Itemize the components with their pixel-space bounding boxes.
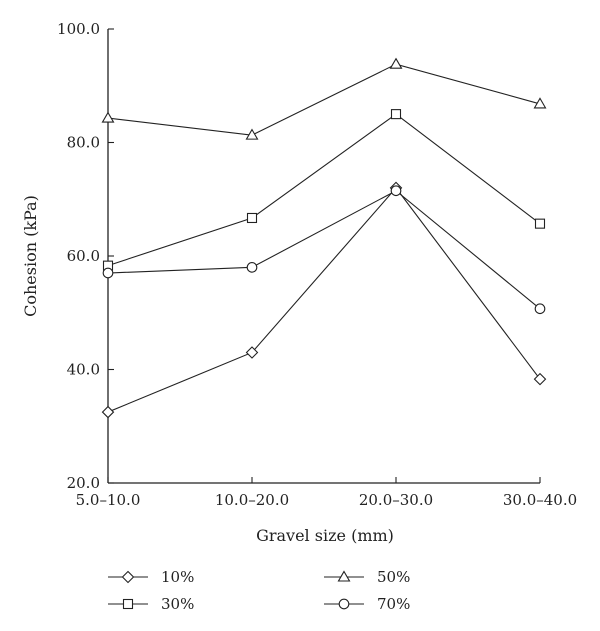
data-point-diamond	[533, 372, 547, 386]
x-tick-label: 30.0–40.0	[503, 491, 577, 509]
x-tick-label: 10.0–20.0	[215, 491, 289, 509]
series-line	[107, 113, 541, 267]
y-tick-label: 40.0	[67, 361, 100, 379]
legend-marker-triangle	[337, 570, 351, 582]
x-tick-label: 20.0–30.0	[359, 491, 433, 509]
data-point-square	[534, 218, 546, 229]
series-group	[101, 57, 547, 419]
series-30pct	[102, 109, 546, 271]
y-axis-ticks: 20.0 40.0 60.0 80.0 100.0	[57, 20, 114, 492]
data-point-circle	[534, 303, 546, 315]
legend-item: 70%	[324, 595, 410, 613]
legend-marker-diamond	[121, 570, 135, 584]
legend: 10% 30% 50% 70%	[108, 568, 410, 613]
legend-item: 50%	[324, 568, 410, 586]
y-axis-title: Cohesion (kPa)	[21, 195, 40, 317]
data-point-triangle	[533, 97, 547, 109]
data-point-triangle	[101, 111, 115, 123]
legend-item: 10%	[108, 568, 194, 586]
legend-marker-circle	[338, 598, 350, 610]
data-point-circle	[102, 267, 114, 279]
legend-item: 30%	[108, 595, 194, 613]
x-tick-label: 5.0–10.0	[76, 491, 141, 509]
series-line	[107, 63, 541, 136]
data-point-circle	[390, 185, 402, 197]
series-70pct	[102, 185, 546, 315]
series-50pct	[101, 57, 547, 140]
data-point-square	[246, 212, 258, 224]
legend-label: 10%	[161, 568, 194, 586]
y-tick-label: 20.0	[67, 474, 100, 492]
series-10pct	[101, 181, 547, 419]
legend-label: 30%	[161, 595, 194, 613]
series-line	[107, 187, 541, 413]
data-point-diamond	[101, 405, 115, 419]
data-point-triangle	[245, 128, 259, 140]
y-tick-label: 100.0	[57, 20, 100, 38]
x-axis-ticks: 5.0–10.0 10.0–20.0 20.0–30.0 30.0–40.0	[76, 477, 577, 509]
y-tick-label: 60.0	[67, 247, 100, 265]
legend-label: 50%	[377, 568, 410, 586]
series-line	[107, 190, 541, 310]
y-tick-label: 80.0	[67, 134, 100, 152]
data-point-triangle	[389, 57, 403, 69]
data-point-diamond	[245, 346, 259, 359]
data-point-circle	[246, 262, 258, 273]
legend-label: 70%	[377, 595, 410, 613]
data-point-square	[390, 109, 402, 120]
x-axis-title: Gravel size (mm)	[256, 526, 394, 545]
legend-marker-square	[122, 598, 134, 610]
